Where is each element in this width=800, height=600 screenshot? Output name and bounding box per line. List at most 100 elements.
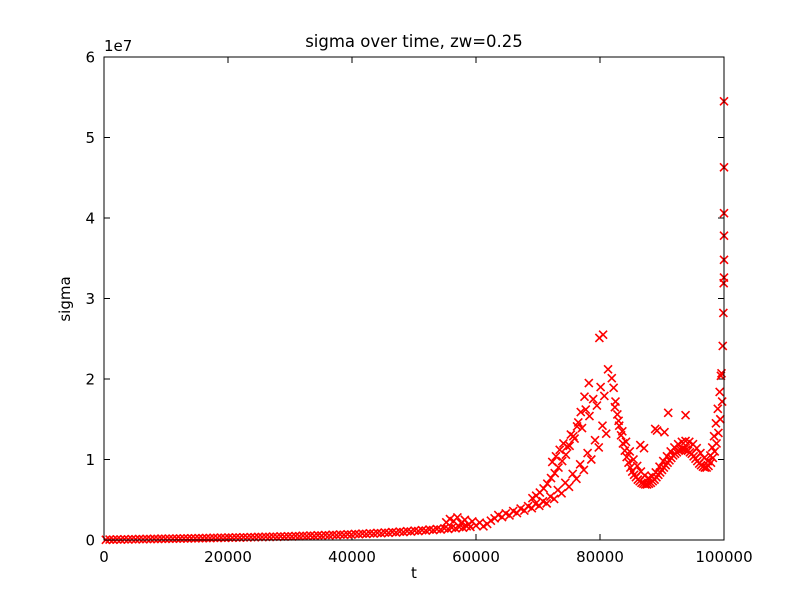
data-point [317,530,327,541]
data-point [149,534,159,544]
data-point [609,383,619,393]
data-point [564,482,574,492]
data-point [527,493,537,503]
data-point [571,474,582,484]
data-point [706,458,716,468]
data-point [583,448,593,458]
data-point [603,364,613,374]
data-point [287,531,297,541]
data-point [313,530,323,540]
data-point [713,428,723,438]
data-point [309,531,319,541]
data-point [343,529,353,539]
data-point [294,531,304,541]
data-point [542,498,552,508]
data-point [713,404,723,414]
data-point [607,373,617,383]
marker-group [101,96,729,545]
data-point [621,437,631,447]
data-point [279,532,289,542]
data-point [153,534,163,544]
data-point [350,529,360,539]
data-point [138,534,148,544]
x-tick-label: 80000 [576,548,624,566]
data-point [654,462,665,472]
data-point [590,435,600,445]
data-point [561,450,571,460]
data-point [586,454,596,465]
x-tick-label: 100000 [695,548,752,566]
data-point [584,378,594,388]
data-point [715,387,725,397]
y-tick-label: 4 [85,210,95,228]
data-point [551,451,561,461]
data-point [171,533,182,544]
data-point [164,534,174,544]
data-point [283,531,293,541]
data-point [622,452,632,462]
y-axis-label: sigma [56,276,74,321]
data-point [387,527,397,537]
data-point [276,531,286,542]
data-point [628,454,639,465]
data-point [680,410,691,420]
data-point [557,456,567,466]
data-point [357,529,368,539]
data-point [639,443,649,453]
data-point [555,445,565,455]
x-tick-label: 60000 [452,548,500,566]
data-point [380,527,390,538]
data-point [372,528,382,538]
data-point [549,494,559,504]
data-point [205,533,215,543]
data-point [576,407,586,417]
data-point [601,429,611,439]
y-tick-label: 2 [85,371,95,389]
data-point [157,534,167,544]
data-point [320,530,330,540]
x-tick-label: 20000 [204,548,252,566]
data-point [625,446,635,457]
y-tick-label: 0 [85,532,95,550]
data-point [651,467,661,477]
data-point [575,459,585,469]
data-point [614,416,624,426]
data-point [395,527,405,537]
data-point [328,530,338,540]
data-point [417,525,427,535]
data-point [710,446,720,457]
data-point [652,425,662,436]
data-point [663,408,673,418]
y-axis-tick-labels: 0 1 2 3 4 5 6 [85,49,95,550]
data-point [179,533,189,543]
data-point [410,526,420,536]
data-point [565,441,575,451]
data-point [579,392,590,402]
data-point [298,531,308,541]
data-point [194,533,204,543]
data-point [553,462,564,473]
y-tick-label: 5 [85,129,95,147]
data-point [365,528,375,538]
data-point [632,461,642,471]
data-point [127,534,137,544]
data-point [160,534,170,544]
data-point [708,453,718,463]
data-point [579,465,589,475]
data-point [718,341,728,351]
y-tick-label: 3 [85,290,95,308]
data-point [198,533,208,543]
data-point [598,330,608,340]
data-point [588,394,598,404]
data-point [452,512,462,523]
data-point [291,531,301,541]
x-axis-tick-labels: 0 20000 40000 60000 80000 100000 [99,548,752,566]
data-point [335,530,345,540]
data-point [190,533,200,543]
data-point [584,411,595,421]
x-axis-label: t [411,564,417,582]
data-point [305,531,316,541]
data-point [577,423,587,433]
